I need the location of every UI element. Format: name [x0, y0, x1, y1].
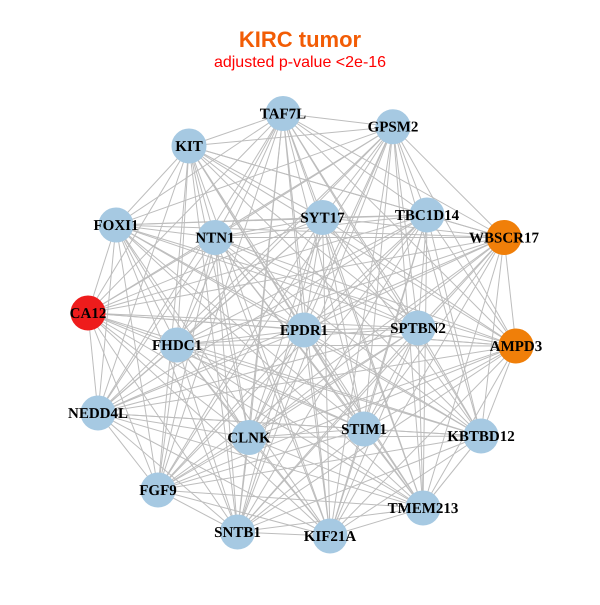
svg-text:AMPD3: AMPD3	[490, 339, 543, 355]
svg-text:FGF9: FGF9	[139, 483, 177, 499]
svg-text:WBSCR17: WBSCR17	[469, 231, 540, 247]
svg-text:FOXI1: FOXI1	[94, 218, 139, 234]
svg-text:KBTBD12: KBTBD12	[447, 429, 515, 445]
svg-text:NEDD4L: NEDD4L	[68, 406, 128, 422]
svg-text:KIT: KIT	[175, 139, 203, 155]
svg-text:GPSM2: GPSM2	[368, 120, 419, 136]
svg-text:SYT17: SYT17	[300, 211, 345, 227]
svg-text:FHDC1: FHDC1	[152, 338, 202, 354]
svg-text:TMEM213: TMEM213	[388, 501, 459, 517]
svg-text:KIF21A: KIF21A	[304, 529, 357, 545]
svg-text:SNTB1: SNTB1	[214, 525, 261, 541]
svg-text:CLNK: CLNK	[227, 431, 271, 447]
svg-text:STIM1: STIM1	[341, 422, 387, 438]
svg-text:SPTBN2: SPTBN2	[390, 321, 446, 337]
svg-text:TAF7L: TAF7L	[260, 107, 306, 123]
svg-text:TBC1D14: TBC1D14	[395, 208, 460, 224]
svg-text:CA12: CA12	[70, 306, 107, 322]
svg-text:NTN1: NTN1	[195, 231, 234, 247]
svg-text:EPDR1: EPDR1	[280, 323, 328, 339]
